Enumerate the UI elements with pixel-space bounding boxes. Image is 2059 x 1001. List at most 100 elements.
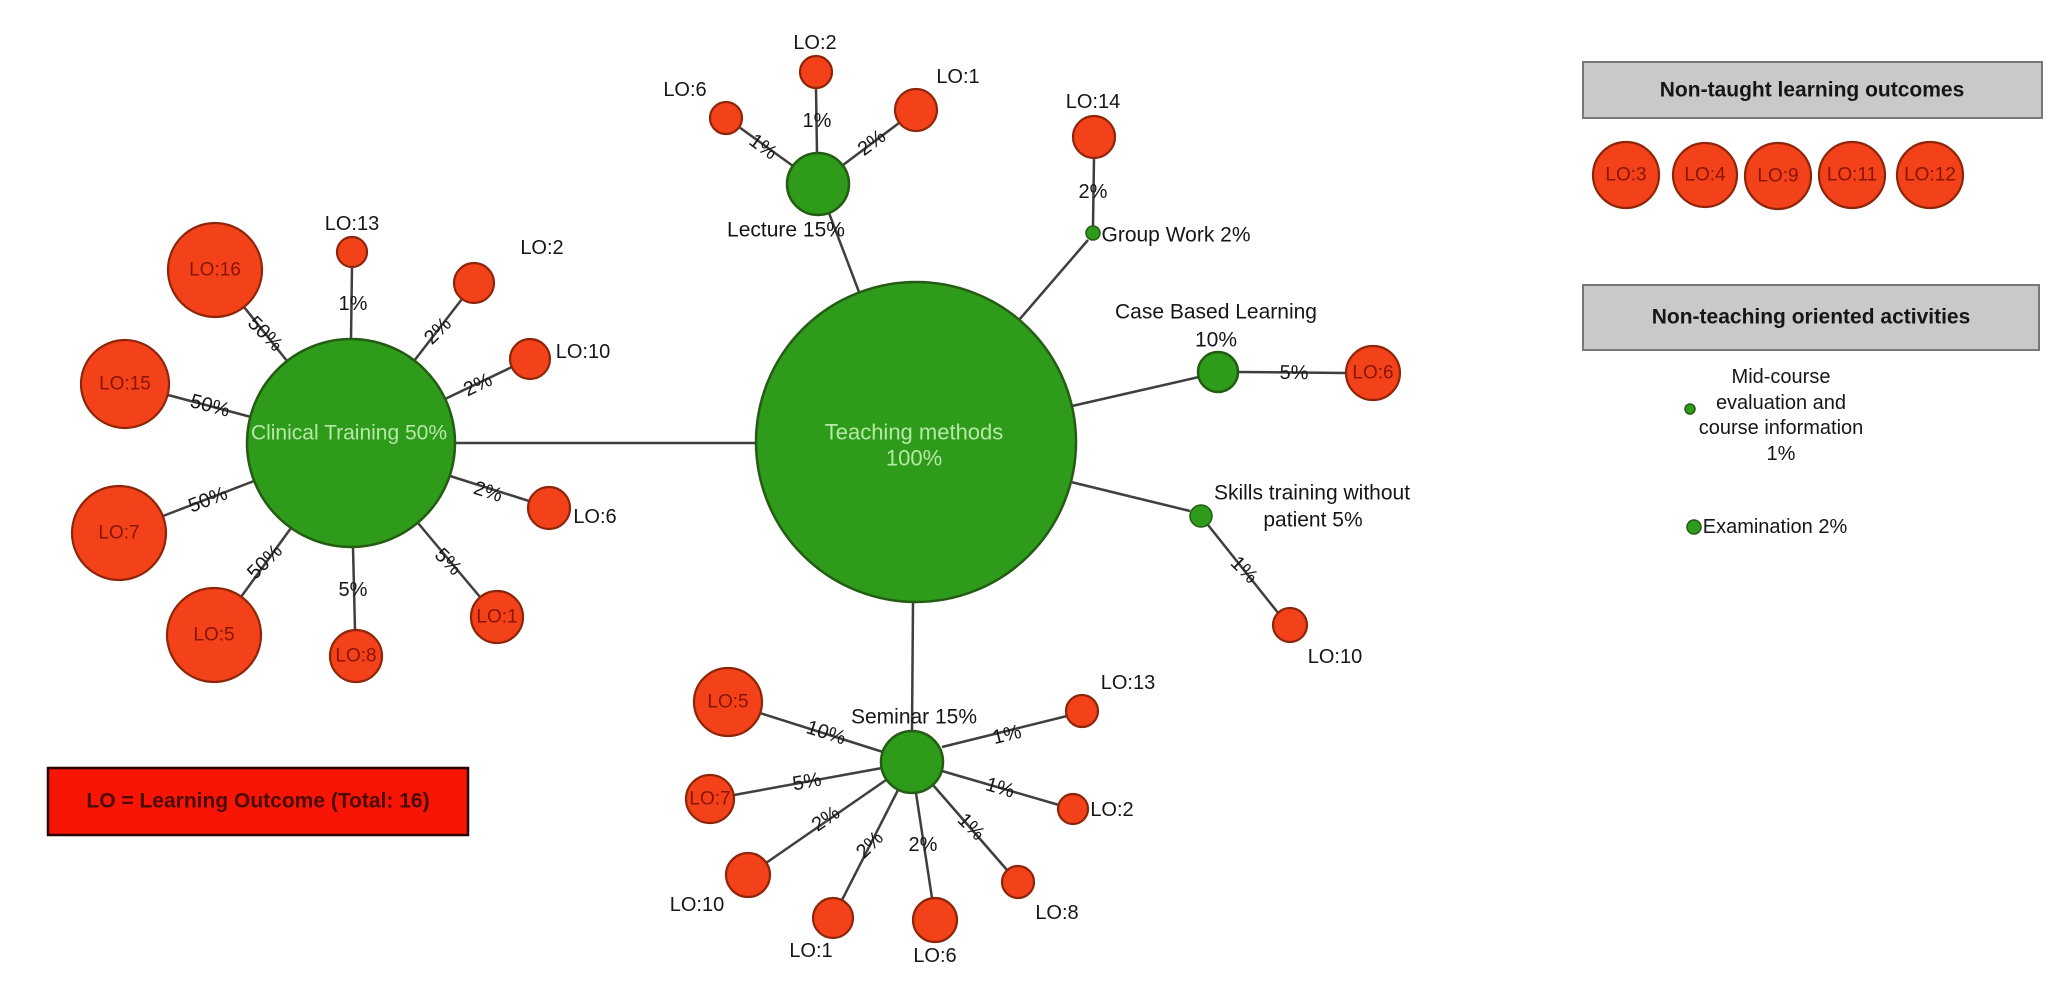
- edge-seminar-lo-10: [765, 778, 887, 865]
- label-skills-training-line-0: Skills training without: [1214, 482, 1410, 505]
- edge-clinical-training-lo-2: [413, 298, 463, 362]
- label-non-taught-lo-3: LO:3: [1605, 165, 1646, 186]
- node-group-work-lo-14: [1071, 114, 1117, 160]
- node-seminar-lo-7: [684, 773, 736, 825]
- label-teaching-methods-line-0: Teaching methods: [825, 420, 1004, 445]
- edge-clinical-training-lo-13: [349, 266, 354, 340]
- pct-seminar-lo-5: 10%: [804, 716, 849, 749]
- edge-seminar-lo-7: [733, 766, 883, 797]
- node-clinical-training-lo-13: [335, 235, 369, 269]
- node-clinical-training-lo-10: [508, 337, 552, 381]
- pct-clinical-training-lo-10: 2%: [460, 369, 496, 401]
- label-case-based-learning-lo-6: LO:6: [1352, 363, 1393, 384]
- label-clinical-training-lo-2: LO:2: [520, 237, 563, 259]
- edge-case-based-learning-teaching-methods: [1071, 375, 1200, 408]
- panel-non-teaching-box: [1582, 284, 2040, 351]
- pct-clinical-training-lo-13: 1%: [339, 293, 368, 315]
- legend-box: [46, 766, 470, 837]
- node-clinical-training-lo-16: [166, 221, 264, 319]
- mid-course-evaluation-dot: [1684, 403, 1696, 415]
- label-clinical-training-lo-7: LO:7: [98, 523, 139, 544]
- pct-seminar-lo-6: 2%: [909, 834, 938, 856]
- label-seminar-lo-2: LO:2: [1090, 799, 1133, 821]
- edge-lecture-lo-6: [738, 125, 794, 168]
- node-teaching-methods: [754, 280, 1078, 604]
- pct-clinical-training-lo-8: 5%: [339, 579, 368, 601]
- pct-lecture-lo-1: 2%: [854, 125, 890, 160]
- examination-dot: [1686, 519, 1702, 535]
- node-clinical-training-lo-1: [469, 589, 525, 645]
- edge-group-work-teaching-methods: [1018, 239, 1089, 321]
- edges-layer: [162, 87, 1347, 901]
- edge-seminar-lo-5: [759, 711, 884, 754]
- label-non-taught-lo-4: LO:4: [1684, 165, 1726, 186]
- edge-clinical-training-lo-1: [417, 522, 481, 598]
- edge-lecture-lo-1: [842, 122, 900, 166]
- pct-clinical-training-lo-15: 50%: [188, 390, 233, 422]
- edge-seminar-lo-8: [932, 784, 1008, 871]
- edge-clinical-training-lo-16: [243, 306, 288, 362]
- label-seminar-lo-6: LO:6: [913, 945, 956, 967]
- pct-seminar-lo-13: 1%: [990, 721, 1024, 749]
- pct-group-work-lo-14: 2%: [1079, 181, 1108, 203]
- node-seminar-lo-2: [1056, 792, 1090, 826]
- node-clinical-training-lo-5: [165, 586, 263, 684]
- edge-seminar-lo-6: [914, 792, 934, 899]
- labels-layer: Clinical Training 50% LO:16 50% LO:13 1% LO:2…: [86, 32, 1970, 967]
- label-lecture-lo-1: LO:1: [936, 66, 979, 88]
- edge-case-based-learning-lo-6: [1237, 370, 1347, 375]
- label-mid-course-evaluation-line-1: evaluation and: [1716, 392, 1846, 414]
- label-seminar-line-0: Seminar 15%: [851, 706, 977, 729]
- edge-clinical-training-lo-7: [162, 479, 255, 518]
- node-seminar-lo-10: [724, 851, 772, 899]
- pct-seminar-lo-2: 1%: [983, 773, 1017, 802]
- pct-clinical-training-lo-5: 50%: [243, 540, 287, 584]
- label-seminar-lo-13: LO:13: [1101, 672, 1155, 694]
- node-lecture: [785, 151, 851, 217]
- label-clinical-training-lo-16: LO:16: [189, 260, 241, 281]
- edge-clinical-training-lo-10: [444, 365, 513, 401]
- label-non-taught-lo-9: LO:9: [1757, 166, 1798, 187]
- node-skills-training-lo-10: [1271, 606, 1309, 644]
- label-case-based-learning-line-1: 10%: [1195, 329, 1237, 352]
- node-seminar-lo-5: [692, 666, 764, 738]
- label-clinical-training-lo-1: LO:1: [476, 607, 517, 628]
- edge-seminar-lo-13: [941, 714, 1068, 749]
- edge-group-work-lo-14: [1091, 157, 1096, 227]
- node-clinical-training-lo-7: [70, 484, 168, 582]
- label-group-work-lo-14: LO:14: [1066, 91, 1120, 113]
- label-clinical-training-lo-6: LO:6: [573, 506, 616, 528]
- label-clinical-training: Clinical Training 50%: [251, 422, 447, 445]
- label-lecture-line-0: Lecture 15%: [727, 219, 845, 242]
- label-case-based-learning-line-0: Case Based Learning: [1115, 301, 1317, 324]
- node-lecture-lo-2: [798, 54, 834, 90]
- label-mid-course-evaluation-line-3: 1%: [1767, 443, 1796, 465]
- edge-seminar-lo-1: [840, 789, 900, 901]
- label-teaching-methods-line-1: 100%: [886, 446, 942, 471]
- edge-lecture-lo-2: [814, 87, 819, 154]
- label-examination-line-0: Examination 2%: [1703, 516, 1848, 538]
- edge-clinical-training-lo-5: [239, 527, 293, 598]
- pct-seminar-lo-1: 2%: [852, 827, 888, 863]
- node-clinical-training-lo-6: [526, 485, 572, 531]
- node-non-taught-lo-4: [1671, 141, 1739, 209]
- label-clinical-training-lo-13: LO:13: [325, 213, 379, 235]
- pct-seminar-lo-7: 5%: [791, 769, 824, 796]
- node-seminar-lo-6: [911, 896, 959, 944]
- node-group-work: [1085, 225, 1101, 241]
- node-seminar-lo-13: [1064, 693, 1100, 729]
- edge-skills-training-teaching-methods: [1070, 480, 1191, 513]
- edge-clinical-training-lo-6: [449, 474, 530, 503]
- label-lecture-lo-6: LO:6: [663, 79, 706, 101]
- label-non-taught-lo-12: LO:12: [1904, 165, 1956, 186]
- node-clinical-training: [245, 337, 457, 549]
- label-group-work-line-0: Group Work 2%: [1102, 224, 1251, 247]
- label-seminar-lo-8: LO:8: [1035, 902, 1078, 924]
- panel-non-taught-box: [1582, 61, 2043, 119]
- edge-seminar-lo-2: [941, 769, 1060, 807]
- label-non-taught-lo-11: LO:11: [1827, 165, 1877, 186]
- node-lecture-lo-1: [893, 87, 939, 133]
- node-case-based-learning-lo-6: [1344, 344, 1402, 402]
